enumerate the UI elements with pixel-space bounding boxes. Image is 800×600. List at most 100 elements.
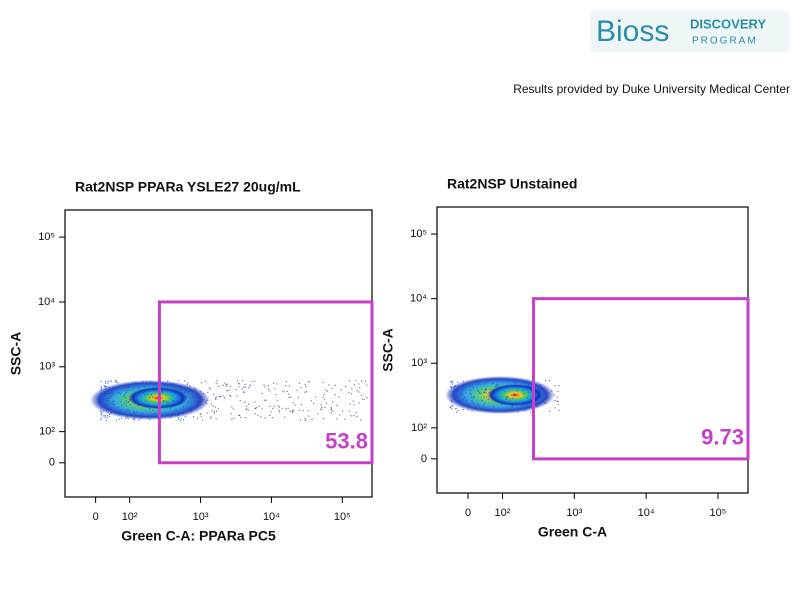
event-dot (556, 400, 558, 402)
event-dot (224, 382, 226, 384)
plot-frame (64, 209, 373, 498)
event-dot (453, 391, 455, 393)
event-dot (457, 409, 459, 412)
event-dot (110, 393, 112, 395)
event-dot (177, 380, 179, 382)
event-dot (208, 387, 210, 389)
event-dot (128, 400, 130, 403)
x-axis-label: Green C-A (538, 524, 607, 540)
event-dot (148, 384, 150, 386)
event-dot (321, 406, 323, 408)
event-dot (172, 399, 174, 402)
event-dot (228, 389, 230, 391)
event-dot (136, 411, 138, 413)
event-dot (169, 416, 172, 419)
event-dot (264, 417, 266, 419)
event-dot (245, 405, 248, 408)
event-dot (483, 396, 485, 398)
event-dot (125, 387, 127, 389)
event-dot (238, 382, 240, 385)
event-dot (225, 383, 227, 386)
event-dot (226, 383, 229, 385)
event-dot (489, 388, 491, 390)
event-dot (125, 391, 127, 394)
y-tick-label: 10⁴ (410, 293, 427, 305)
event-dot (291, 410, 293, 412)
event-dot (139, 417, 141, 420)
event-dot (100, 388, 103, 390)
event-dot (326, 390, 328, 392)
event-dot (331, 387, 333, 390)
event-dot (324, 406, 326, 409)
event-dot (523, 381, 526, 384)
event-dot (214, 406, 217, 408)
event-dot (233, 417, 235, 419)
event-dot (202, 419, 204, 421)
event-dot (344, 386, 347, 388)
event-dot (557, 403, 560, 406)
event-dot (545, 402, 547, 404)
event-dot (207, 391, 209, 394)
event-dot (124, 394, 126, 396)
event-dot (350, 392, 353, 395)
event-dot (538, 393, 540, 395)
event-dot (218, 395, 221, 398)
event-dot (209, 388, 211, 390)
event-dot (192, 416, 195, 418)
event-dot (222, 384, 224, 386)
event-dot (125, 402, 127, 404)
event-dot (281, 407, 283, 409)
event-dot (105, 394, 107, 396)
event-dot (188, 408, 190, 410)
event-dot (480, 392, 482, 394)
event-dot (278, 409, 280, 411)
x-tick-label: 10² (495, 507, 511, 519)
event-dot (276, 399, 278, 401)
event-dot (209, 416, 212, 418)
y-tick-label: 0 (49, 457, 55, 469)
event-dot (453, 394, 455, 396)
event-dot (182, 409, 184, 411)
event-dot (109, 393, 111, 395)
event-dot (278, 411, 281, 413)
event-dot (123, 395, 125, 397)
event-dot (305, 385, 307, 388)
event-dot (109, 409, 112, 411)
event-dot (544, 380, 547, 382)
event-dot (336, 418, 338, 420)
event-dot (257, 414, 259, 417)
logo-text: Bioss (596, 15, 669, 48)
event-dot (315, 396, 317, 398)
event-dot (102, 390, 104, 392)
event-dot (229, 385, 231, 388)
event-dot (482, 391, 485, 393)
event-dot (102, 394, 104, 396)
event-dot (524, 386, 526, 388)
event-dot (353, 404, 355, 406)
event-dot (472, 396, 475, 398)
event-dot (517, 411, 519, 413)
x-tick-label: 10⁵ (334, 511, 351, 523)
event-dot (127, 415, 129, 417)
event-dot (142, 380, 144, 383)
event-dot (167, 384, 169, 386)
event-dot (133, 410, 135, 412)
event-dot (175, 397, 177, 399)
event-dot (511, 406, 514, 408)
event-dot (258, 405, 260, 407)
event-dot (170, 406, 172, 409)
event-dot (473, 396, 475, 399)
event-dot (356, 389, 358, 392)
event-dot (106, 403, 108, 405)
event-dot (182, 396, 185, 398)
event-dot (104, 415, 106, 417)
event-dot (213, 410, 216, 413)
event-dot (110, 408, 113, 411)
event-dot (289, 410, 291, 412)
event-dot (529, 411, 532, 413)
event-dot (102, 394, 104, 396)
event-dot (202, 393, 205, 395)
event-dot (355, 411, 357, 414)
event-dot (149, 389, 151, 391)
event-dot (188, 401, 190, 403)
